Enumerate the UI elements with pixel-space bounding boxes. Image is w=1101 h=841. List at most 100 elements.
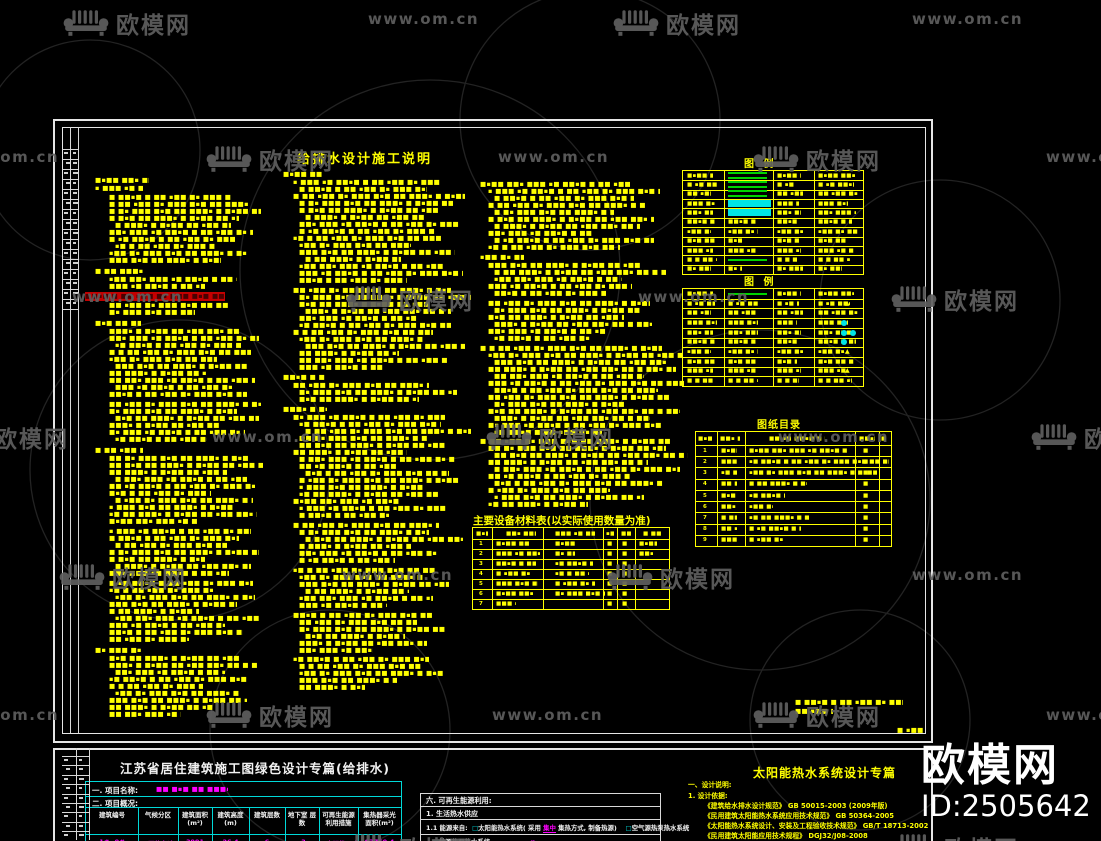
strip-cell-mark — [73, 212, 76, 214]
legend-cell-text: ■▪■■ ■■▪ ■■■ ▪■ ■■▪■ ■ ■■ ▪■■ ■▪ ■■■ ■▪■… — [818, 173, 858, 179]
cyan-block-symbol — [728, 200, 771, 207]
strip-cell-mark — [73, 162, 77, 164]
illegible-text-line: ■■■ ▪■ ■■▪■ ■ ■■ ▪■■ ■▪ ■■■ ■▪■ ■■ ■■■▪ … — [488, 283, 632, 290]
catalog-mark: ■ — [863, 526, 869, 532]
illegible-text-line: ■ ■ ■■ ▪■■ ■▪ ■■■ ■▪■ ■■ ■■■▪ ■ ■▪■■ ■■ … — [109, 683, 203, 690]
legend-cell-text: ■■▪ ■■■ ▪■ ■■▪■ ■ ■■ ▪■■ ■▪ ■■■ ■▪■ ■■ ■… — [687, 210, 713, 216]
legend-cell-text: ■ ■ ■■ ▪■■ ■▪ ■■■ ■▪■ ■■ ■■■▪ ■ ■▪■■ ■■ … — [818, 257, 850, 263]
catalog-row-line — [696, 456, 891, 457]
cyan-block-symbol — [728, 209, 771, 216]
strip-cell-mark — [79, 796, 83, 799]
project-overview-label: 二. 项目概况: — [92, 799, 138, 808]
illegible-text-line: ■ ■■■▪ ■ ■▪■■ ■■ ▪■■ ■■▪ ■■ ■ ■■▪ ■■■ ▪■… — [305, 214, 425, 221]
strip-row-line — [62, 756, 89, 757]
catalog-row-number: 2 — [703, 459, 708, 465]
green-column-line — [249, 807, 250, 841]
illegible-text-line: ▪■ ■ ■■ ▪■■ ■▪ ■■■ ■▪■ ■■ ■■■▪ ■ ■▪■■ ■■… — [293, 567, 435, 574]
solar-line: 《民用建筑太阳能热水系统应用技术规范》 GB 50364-2005 — [704, 812, 895, 820]
illegible-text-line: ■■▪ ■■■ ▪■ ■■▪■ ■ ■■ ▪■■ ■▪ ■■■ ■▪■ ■■ ■… — [299, 647, 373, 654]
legend-cell-text: ■▪■ ■■ ■■■▪ ■ ■▪■■ ■■ ▪■■ ■■▪ ■■ ■ ■■▪ ■… — [687, 359, 717, 365]
legend-row-line — [683, 376, 863, 377]
legend-row-line — [683, 227, 863, 228]
strip-cell-mark — [73, 302, 76, 304]
illegible-text-line: ■ ■■■▪ ■ ■▪■■ ■■ ▪■■ ■■▪ ■■ ■ ■■▪ ■■■ ▪■… — [115, 563, 251, 570]
strip-cell-mark — [73, 232, 78, 234]
strip-cell-mark — [66, 182, 70, 184]
illegible-text-line: ■ ■■ ▪■■ ■▪ ■■■ ■▪■ ■■ ■■■▪ ■ ■▪■■ ■■ ▪■… — [109, 201, 249, 208]
illegible-text-line: ■ ■▪■ ■■ ■■■▪ ■ ■▪■■ ■■ ▪■■ ■■▪ ■■ ■ ■■▪… — [109, 215, 239, 222]
illegible-text-line: ■ ■■▪■ ■ ■■ ▪■■ ■▪ ■■■ ■▪■ ■■ ■■■▪ ■ ■▪■… — [494, 195, 634, 202]
illegible-text-line: ■ ■▪■ ■■ ■■■▪ ■ ■▪■■ ■■ ▪■■ ■■▪ ■■ ■ ■■▪… — [299, 207, 441, 214]
illegible-text-line: ▪■■ ■■▪ ■■■ ▪■ ■■▪■ ■ ■■ ▪■■ ■▪ ■■■ ■▪■ … — [494, 276, 622, 283]
strip-row-line — [62, 279, 78, 280]
strip-cell-mark — [79, 824, 83, 827]
illegible-text-line: ■ ■■ ▪■■ ■▪ ■■■ ■▪■ ■■ ■■■▪ ■ ■▪■■ ■■ ▪■… — [293, 522, 439, 529]
materials-row-line — [473, 559, 669, 560]
strip-cell-mark — [64, 192, 68, 194]
legend-row-line — [683, 190, 863, 191]
checkbox-icon: □ — [625, 824, 632, 832]
illegible-text-line: ■▪■ ■■ ■■■▪ ■ ■▪■■ ■■ ▪■■ ■■▪ ■■ ■ ■■▪ ■… — [305, 633, 405, 640]
catalog-mark: ■ — [863, 493, 869, 499]
illegible-text-line: ■▪■ ■■ ■■■▪ ■ ■▪■■ ■■ ▪■■ ■■▪ ■■ ■ ■■▪ ■… — [115, 415, 259, 422]
catalog-sheet-code: ■▪■ ■■ ■■■▪ ■ ■▪■■ ■■ ▪■■ ■■▪ ■■ ■ ■■▪ ■… — [721, 493, 737, 499]
illegible-text-line: ■ ▪■■ ■▪ ■■■ ■▪■ ■■ ■■■▪ ■ ■▪■■ ■■ ▪■■ ■… — [299, 477, 461, 484]
legend-row-line — [683, 246, 863, 247]
strip-row-line — [62, 169, 78, 170]
illegible-text-line: ■■ ■▪ ■■■ ■▪■ ■■ ■■■▪ ■ ■▪■■ ■■ ▪■■ ■■▪ … — [299, 435, 427, 442]
illegible-text-line: ■■ ▪■■ ■▪ ■■■ ■▪■ ■■ ■■■▪ ■ ■▪■■ ■■ ▪■■ … — [293, 382, 429, 389]
strip-row-line — [62, 774, 89, 776]
green-header-cell: 地下室 层数 — [287, 811, 317, 827]
legend-column-line — [724, 289, 725, 386]
legend-cell-text: ■■■ ■▪■ ■■ ■■■▪ ■ ■▪■■ ■■ ▪■■ ■■▪ ■■ ■ ■… — [777, 201, 799, 207]
catalog-row-number: 8 — [703, 526, 708, 532]
green-column-line — [212, 807, 213, 841]
catalog-sheet-title: ▪■ ■■ ■■■▪ ■ ■▪■■ ■■ ▪■■ ■■▪ ■■ ■ ■■▪ ■■… — [749, 515, 809, 521]
illegible-text-line: ▪■■ ■■▪ ■■■ ▪■ ■■▪■ ■ ■■ ▪■■ ■▪ ■■■ ■▪■ … — [115, 615, 261, 622]
catalog-sheet-code: ■■ ■▪ ■■■ ■▪■ ■■ ■■■▪ ■ ■▪■■ ■■ ▪■■ ■■▪ … — [721, 481, 737, 487]
strip-cell-mark — [66, 262, 70, 264]
illegible-text-line: ■ ■■■▪ ■ ■▪■■ ■■ ▪■■ ■■▪ ■■ ■ ■■▪ ■■■ ▪■… — [299, 543, 411, 550]
legend-cell-text: ▪■■ ■▪ ■■■ ■▪■ ■■ ■■■▪ ■ ■▪■■ ■■ ▪■■ ■■▪… — [777, 229, 803, 235]
illegible-text-line: ■■ ■■■▪ ■ ■▪■■ ■■ ▪■■ ■■▪ ■■ ■ ■■▪ ■■■ ▪… — [299, 350, 399, 357]
illegible-text-line: ■▪■■ ■■▪ ■■■ ▪■ ■■▪■ ■ ■■ ▪■■ ■▪ ■■■ ■▪■… — [293, 498, 399, 505]
illegible-text-line: ■▪■ ■ ■■ ▪■■ ■▪ ■■■ ■▪■ ■■ ■■■▪ ■ ■▪■■ ■… — [494, 480, 664, 487]
legend-cell-text: ■■ ▪■■ ■▪ ■■■ ■▪■ ■■ ■■■▪ ■ ■▪■■ ■■ ▪■■ … — [818, 310, 858, 316]
solar-line: 《太阳能热水系统设计、安装及工程验收技术规范》 GB/T 18713-2002 — [704, 822, 929, 830]
illegible-text-line: ■ ■▪ ■■■ ■▪■ ■■ ■■■▪ ■ ■▪■■ ■■ ▪■■ ■■▪ ■… — [494, 209, 614, 216]
legend-cell-text: ■■▪ ■■■ ▪■ ■■▪■ ■ ■■ ▪■■ ■▪ ■■■ ■▪■ ■■ ■… — [818, 210, 856, 216]
catalog-row-number: 7 — [703, 515, 708, 521]
materials-unit: ■ — [607, 561, 613, 567]
illegible-text-line: ■■▪■ ■ ■■ ▪■■ ■▪ ■■■ ■▪■ ■■ ■■■▪ ■ ■▪■■ … — [293, 612, 433, 619]
catalog-header-text: ■■ ▪■ ■■▪■ ■ ■■ ▪■■ ■▪ ■■■ ■▪■ ■■ ■■■▪ ■… — [769, 436, 825, 442]
legend-cell-text: ■■■ ■▪■ ■■ ■■■▪ ■ ■▪■■ ■■ ▪■■ ■■▪ ■■ ■ ■… — [687, 320, 717, 326]
illegible-text-line: ■■ ▪■■ ■▪ ■■■ ■▪■ ■■ ■■■▪ ■ ■▪■■ ■■ ▪■■ … — [488, 394, 672, 401]
legend-cell-text: ■■▪ ■■■ ▪■ ■■▪■ ■ ■■ ▪■■ ■▪ ■■■ ■▪■ ■■ ■… — [818, 330, 852, 336]
legend-cell-text: ■■▪ ■■■ ▪■ ■■▪■ ■ ■■ ▪■■ ■▪ ■■■ ■▪■ ■■ ■… — [687, 330, 713, 336]
illegible-text-line: ■■■ ▪■ ■■▪■ ■ ■■ ▪■■ ■▪ ■■■ ■▪■ ■■ ■■■▪ … — [109, 622, 225, 629]
arrow-symbol: ▲ — [845, 367, 850, 374]
materials-qty: ■ — [622, 541, 628, 547]
catalog-row-line — [696, 490, 891, 491]
strip-cell-mark — [73, 152, 76, 154]
illegible-text-line: ▪■ ■■ ■■■▪ ■ ■▪■■ ■■ ▪■■ ■■▪ ■■ ■ ■■▪ ■■… — [109, 511, 257, 518]
catalog-sheet-code: ■ ■■▪■ ■ ■■ ▪■■ ■▪ ■■■ ■▪■ ■■ ■■■▪ ■ ■▪■… — [721, 515, 737, 521]
illegible-text-line: ■■ ■■▪ ■■■ ▪■ ■■▪■ ■ ■■ ▪■■ ■▪ ■■■ ■▪■ ■… — [109, 711, 181, 718]
illegible-text-line: ■■ ■■■▪ ■ ■▪■■ ■■ ▪■■ ■■▪ ■■ ■ ■■▪ ■■■ ▪… — [109, 370, 207, 377]
legend-cell-text: ■▪ ■■■ ■▪■ ■■ ■■■▪ ■ ■▪■■ ■■ ▪■■ ■■▪ ■■ … — [818, 266, 842, 272]
catalog-column-line — [855, 432, 856, 546]
illegible-text-line: ■ ■▪■ ■■ ■■■▪ ■ ■▪■■ ■■ ▪■■ ■■▪ ■■ ■ ■■▪… — [305, 536, 463, 543]
illegible-text-line: ▪■ ■■▪■ ■ ■■ ▪■■ ■▪ ■■■ ■▪■ ■■ ■■■▪ ■ ■▪… — [299, 421, 441, 428]
materials-spec: ■▪ ■■■ ■▪■ ■■ ■■■▪ ■ ■▪■■ ■■ ▪■■ ■■▪ ■■ … — [555, 591, 605, 597]
illegible-text-line: ■ ■■▪■ ■ ■■ ▪■■ ■▪ ■■■ ■▪■ ■■ ■■■▪ ■ ■▪■… — [299, 512, 389, 519]
materials-qty: ■ — [622, 581, 628, 587]
illegible-text-line: ■■■ ■▪■ ■■ ■■■▪ ■ ■▪■■ ■■ ▪■■ ■■▪ ■■ ■ ■… — [115, 363, 249, 370]
illegible-text-line: ▪■■ ■▪ ■■■ ■▪■ ■■ ■■■▪ ■ ■▪■■ ■■ ▪■■ ■■▪… — [488, 352, 684, 359]
materials-row-number: 7 — [479, 601, 484, 607]
illegible-text-line: ▪■ ■■ ■■■▪ ■ ■▪■■ ■■ ▪■■ ■■▪ ■■ ■ ■■▪ ■■… — [488, 501, 588, 508]
legend-cell-text: ■■■ ▪■ ■■▪■ ■ ■■ ▪■■ ■▪ ■■■ ■▪■ ■■ ■■■▪ … — [687, 248, 713, 254]
illegible-text-line: ■■▪■ ■ ■■ ▪■■ ■▪ ■■■ ■▪■ ■■ ■■■▪ ■ ■▪■■ … — [109, 629, 243, 636]
legend-row-line — [683, 367, 863, 368]
materials-column-line — [543, 528, 544, 609]
